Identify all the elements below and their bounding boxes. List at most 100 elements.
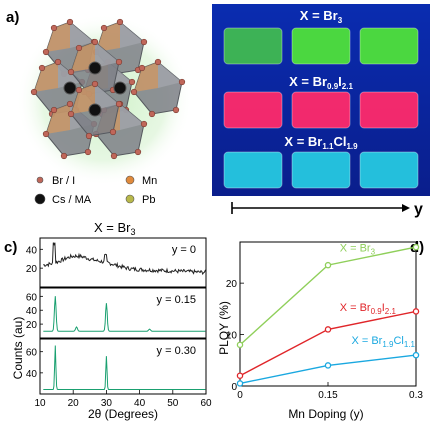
sample-row-label: X = Br1.1Cl1.9 xyxy=(284,134,358,151)
sample-row-label: X = Br3 xyxy=(300,8,343,25)
halide-atom xyxy=(75,44,83,52)
xrd-xlabel: 2θ (Degrees) xyxy=(88,407,158,421)
olive-dot-icon xyxy=(125,194,135,204)
xrd-xtick-label: 60 xyxy=(200,398,212,409)
panel-c-label: c) xyxy=(4,239,17,256)
sample-row-label: X = Br0.9I2.1 xyxy=(289,74,353,91)
plqy-data-point xyxy=(412,308,420,315)
sample-film xyxy=(223,91,283,129)
xrd-subplot-label: y = 0 xyxy=(172,244,196,256)
plqy-data-point xyxy=(412,351,420,359)
cs-atom xyxy=(113,81,127,95)
halide-atom xyxy=(140,38,148,46)
halide-atom xyxy=(91,80,99,88)
plqy-xlabel: Mn Doping (y) xyxy=(288,407,363,421)
plqy-data-point xyxy=(324,326,332,333)
xrd-xtick-label: 50 xyxy=(167,398,179,409)
arrow-label: y xyxy=(414,201,423,218)
halide-atom xyxy=(42,130,50,138)
legend-text: Br / I xyxy=(52,175,75,187)
octahedron xyxy=(130,58,186,118)
xrd-subplot-frame xyxy=(39,338,207,395)
halide-atom xyxy=(178,78,186,86)
halide-atom xyxy=(116,18,124,26)
plqy-ytick-label: 10 xyxy=(226,331,238,342)
halide-atom xyxy=(67,68,75,76)
xrd-ytick-label: 40 xyxy=(26,245,38,256)
xrd-xtick-label: 40 xyxy=(134,398,146,409)
halide-atom xyxy=(130,88,138,96)
sample-film xyxy=(359,151,419,189)
cs-atom xyxy=(88,61,102,75)
sample-film xyxy=(223,27,283,65)
halide-atom xyxy=(60,152,68,160)
xrd-subplot-label: y = 0.30 xyxy=(157,345,196,357)
halide-atom xyxy=(30,88,38,96)
panel-a-label: a) xyxy=(6,9,19,26)
cs-atom xyxy=(88,103,102,117)
panel-c-title: X = Br3 xyxy=(94,220,136,237)
xrd-subplot-frame xyxy=(39,287,207,339)
panel-a-legend: Br / I Mn Cs / MA Pb xyxy=(34,175,157,206)
xrd-subplot-frame xyxy=(39,237,207,288)
halide-atom xyxy=(115,100,123,108)
plqy-data-point xyxy=(324,261,332,269)
halide-atom xyxy=(134,148,142,156)
halide-atom xyxy=(140,120,148,128)
halide-atom xyxy=(91,38,99,46)
halide-atom xyxy=(115,58,123,66)
plqy-xtick-label: 0 xyxy=(237,390,243,401)
halide-atom xyxy=(148,110,156,118)
xrd-ytick-label: 20 xyxy=(26,264,38,275)
legend-text: Mn xyxy=(142,175,157,187)
xrd-pattern-line xyxy=(43,296,206,332)
xrd-pattern-line xyxy=(43,242,207,276)
small-dot-icon xyxy=(36,176,44,184)
plqy-xtick-label: 0.15 xyxy=(318,390,338,401)
sample-film xyxy=(223,151,283,189)
plqy-series-line xyxy=(239,354,417,385)
xrd-pattern-line xyxy=(43,345,206,390)
xrd-ytick-label: 40 xyxy=(26,369,38,380)
black-dot-icon xyxy=(34,193,46,205)
halide-atom xyxy=(50,106,58,114)
sample-film xyxy=(359,27,419,65)
plqy-chart: 0 0.15 0.3 0 10 20 X = Br3 X = Br0.9I2.1 X = Br1… xyxy=(226,241,423,401)
plqy-data-point xyxy=(324,362,332,369)
halide-atom xyxy=(100,24,108,32)
xrd-ytick-label: 60 xyxy=(26,348,38,359)
xrd-ytick-label: 20 xyxy=(26,320,38,331)
halide-atom xyxy=(66,100,74,108)
legend-text: Cs / MA xyxy=(52,194,92,206)
halide-atom xyxy=(128,78,136,86)
sample-photograph: X = Br3 X = Br0.9I2.1 X = Br1.1Cl1.9 xyxy=(223,8,419,189)
xrd-ytick-label: 40 xyxy=(26,306,38,317)
halide-atom xyxy=(67,110,75,118)
plqy-series-label: X = Br1.9Cl1.1 xyxy=(351,335,415,349)
halide-atom xyxy=(172,106,180,114)
xrd-xtick-label: 30 xyxy=(101,398,113,409)
xrd-xtick-label: 10 xyxy=(34,398,46,409)
halide-atom xyxy=(154,58,162,66)
plqy-data-point xyxy=(236,372,244,379)
halide-atom xyxy=(84,148,92,156)
xrd-ylabel: Counts (au) xyxy=(11,317,25,380)
xrd-ytick-label: 60 xyxy=(26,292,38,303)
sample-film xyxy=(291,27,351,65)
plqy-ytick-label: 0 xyxy=(231,382,237,393)
doping-arrow xyxy=(231,202,410,214)
xrd-panel: y = 0 20 40 y = 0.15 20 40 60 y = 0.30 40 60 10 20 3… xyxy=(26,237,212,409)
plqy-series-label: X = Br3 xyxy=(340,242,376,256)
halide-atom xyxy=(66,18,74,26)
plqy-data-point xyxy=(236,341,244,349)
halide-atom xyxy=(54,58,62,66)
crystal-structure-illustration xyxy=(16,14,192,186)
halide-atom xyxy=(110,152,118,160)
xrd-xtick-label: 20 xyxy=(68,398,80,409)
legend-text: Pb xyxy=(142,194,155,206)
halide-atom xyxy=(42,48,50,56)
sample-film xyxy=(359,91,419,129)
plqy-data-point xyxy=(412,243,420,251)
halide-atom xyxy=(50,24,58,32)
xrd-subplot-label: y = 0.15 xyxy=(157,294,196,306)
